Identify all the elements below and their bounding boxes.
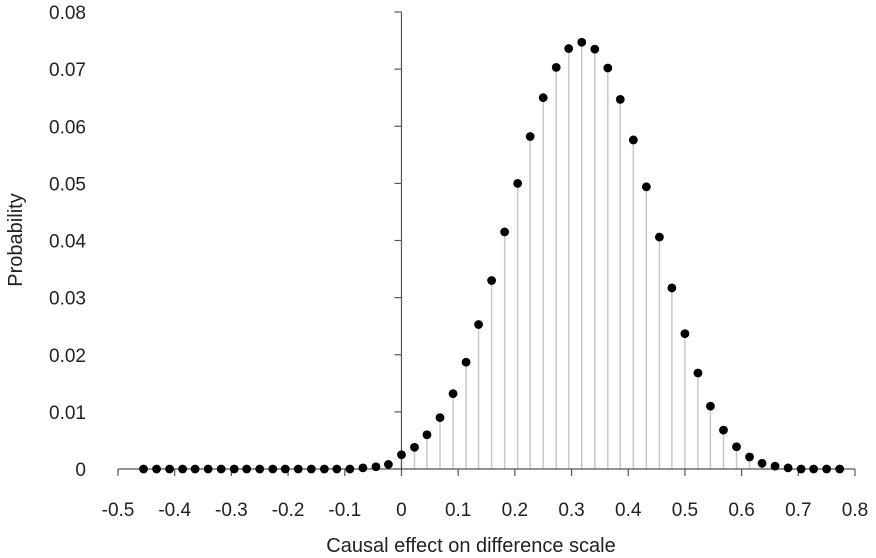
x-axis-title: Causal effect on difference scale — [326, 535, 615, 557]
data-point — [319, 464, 329, 474]
data-point — [358, 463, 368, 473]
x-tick-label: 0.7 — [785, 500, 811, 521]
data-point — [693, 368, 703, 378]
data-point — [268, 464, 278, 474]
data-point — [384, 460, 393, 469]
data-point — [757, 458, 767, 468]
y-tick-label: 0.08 — [49, 3, 86, 24]
data-point — [770, 461, 780, 471]
data-point — [577, 37, 587, 47]
data-point — [216, 464, 226, 474]
data-point — [152, 464, 161, 474]
ticks-layer: -0.5 -0.4 -0.3 -0.2 -0.1 0 0.1 0.2 0.3 0.4 0.5 0.6 0… — [49, 3, 868, 521]
data-point — [783, 463, 793, 473]
data-point — [435, 413, 445, 422]
y-axis-title: Probability — [5, 193, 27, 286]
data-point — [280, 464, 290, 474]
data-point — [564, 44, 574, 53]
y-tick-label: 0.02 — [49, 346, 86, 367]
data-point — [615, 95, 625, 104]
data-point — [345, 464, 355, 474]
data-point — [165, 464, 174, 474]
data-point — [822, 464, 832, 474]
data-point — [745, 452, 754, 462]
data-point — [551, 63, 561, 72]
data-point — [513, 178, 523, 188]
stems-layer — [400, 42, 763, 469]
data-point — [603, 63, 613, 73]
data-point — [732, 442, 741, 452]
data-point — [332, 464, 342, 474]
x-tick-label: -0.3 — [215, 500, 248, 521]
data-point — [255, 464, 265, 474]
data-point — [242, 464, 252, 474]
y-tick-label: 0 — [75, 460, 86, 481]
data-point — [410, 442, 419, 452]
data-point — [448, 389, 458, 398]
data-point — [500, 227, 510, 237]
x-tick-label: -0.4 — [158, 500, 191, 521]
x-tick-label: 0 — [396, 500, 407, 521]
data-point — [796, 464, 806, 474]
x-tick-label: 0.5 — [672, 500, 698, 521]
data-point — [422, 430, 432, 440]
data-point — [178, 464, 188, 474]
data-point — [190, 464, 200, 474]
data-point — [229, 464, 239, 474]
data-point — [667, 283, 677, 293]
data-point — [655, 232, 664, 242]
y-tick-label: 0.05 — [49, 174, 86, 195]
data-point — [628, 135, 638, 145]
x-tick-label: 0.6 — [728, 500, 754, 521]
x-tick-label: -0.5 — [102, 500, 135, 521]
y-tick-label: 0.07 — [49, 60, 86, 81]
data-point — [525, 132, 535, 141]
data-point — [293, 464, 303, 474]
x-tick-label: 0.2 — [502, 500, 528, 521]
data-point — [809, 464, 819, 474]
y-tick-label: 0.01 — [49, 403, 86, 424]
data-point — [371, 462, 381, 472]
data-point — [538, 93, 548, 103]
x-tick-label: 0.3 — [558, 500, 584, 521]
y-tick-label: 0.03 — [49, 289, 86, 310]
x-tick-label: 0.4 — [615, 500, 642, 521]
data-point — [306, 464, 316, 474]
data-point — [590, 44, 600, 54]
axes-layer — [117, 11, 856, 476]
data-point — [719, 425, 728, 435]
data-point — [397, 450, 406, 460]
data-point — [461, 357, 471, 367]
data-point — [680, 329, 690, 339]
data-point — [474, 320, 483, 329]
y-tick-label: 0.04 — [49, 232, 86, 253]
data-point — [487, 276, 497, 285]
data-point — [203, 464, 213, 474]
data-point — [139, 464, 148, 474]
x-tick-label: 0.8 — [842, 500, 868, 521]
data-point — [835, 464, 845, 474]
data-point — [641, 182, 651, 192]
data-point — [706, 401, 715, 411]
points-layer — [139, 37, 845, 474]
x-tick-label: -0.2 — [272, 500, 305, 521]
x-tick-label: -0.1 — [328, 500, 361, 521]
y-tick-label: 0.06 — [49, 117, 86, 138]
x-tick-label: 0.1 — [445, 500, 471, 521]
